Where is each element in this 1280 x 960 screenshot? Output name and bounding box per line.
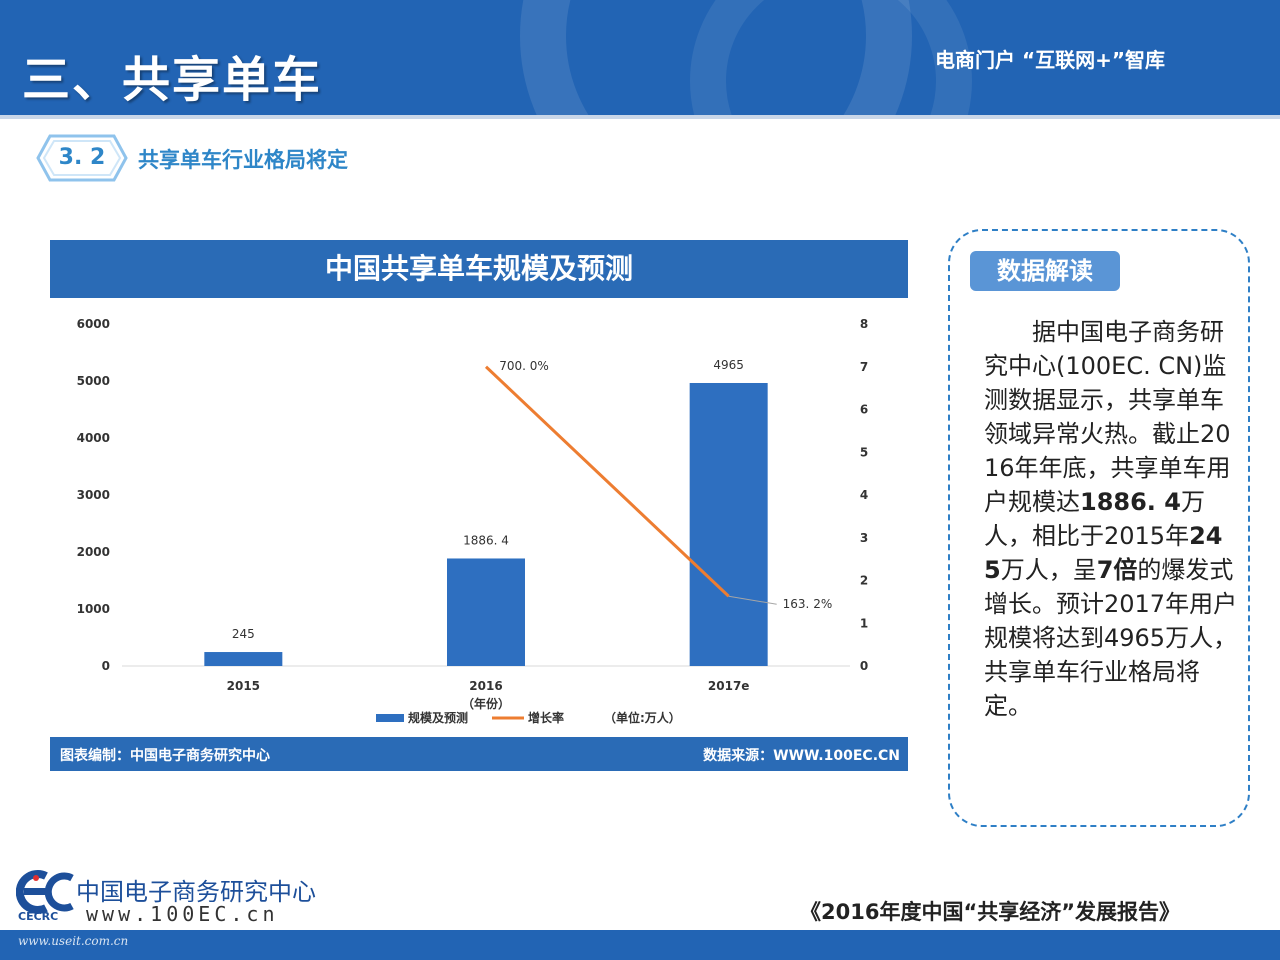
growth-line xyxy=(484,365,730,598)
chart-compiler: 图表编制：中国电子商务研究中心 xyxy=(60,748,270,764)
chart-footer: 图表编制：中国电子商务研究中心 数据来源：WWW.100EC.CN xyxy=(50,737,908,771)
legend-unit-label: （单位:万人） xyxy=(604,710,681,725)
bottom-bar xyxy=(0,930,1280,960)
decorative-swirl xyxy=(690,0,972,115)
legend-bar-swatch xyxy=(376,714,404,722)
legend-bar-label: 规模及预测 xyxy=(408,710,468,725)
readout-text-run: 万人，相比于2015年 xyxy=(984,488,1205,550)
y-right-tick-label: 7 xyxy=(860,360,868,374)
y-right-tick-label: 2 xyxy=(860,574,868,588)
readout-highlight: 7倍 xyxy=(1096,556,1138,584)
x-axis-title: （年份） xyxy=(462,696,510,711)
x-tick-label: 2015 xyxy=(227,679,260,693)
readout-paragraph: 据中国电子商务研究中心(100EC. CN)监测数据显示，共享单车领域异常火热。… xyxy=(984,315,1238,723)
x-tick-label: 2017e xyxy=(708,679,750,693)
y-right-tick-label: 0 xyxy=(860,659,868,673)
y-right-tick-label: 4 xyxy=(860,488,868,502)
bar xyxy=(204,652,283,666)
section-chevron-icon xyxy=(36,134,128,182)
readout-highlight: 245 xyxy=(984,522,1223,584)
readout-text-run: 万人，呈 xyxy=(1000,556,1097,584)
y-left-tick-label: 1000 xyxy=(77,602,110,616)
y-right-tick-label: 6 xyxy=(860,403,868,417)
combo-chart: 0 1000 2000 3000 4000 5000 6000 0 1 2 3 4 5 6 7 8 245 188… xyxy=(77,317,869,725)
chart-area: 0 1000 2000 3000 4000 5000 6000 0 1 2 3 4 5 6 7 8 245 188… xyxy=(50,300,908,734)
chart-source: 数据来源：WWW.100EC.CN xyxy=(703,748,900,764)
section-number: 3. 2 xyxy=(58,145,106,170)
readout-text-run: 的爆发式增长。预计2017年用户规模将达到4965万人，共享单车行业格局将定。 xyxy=(984,556,1238,720)
bar xyxy=(689,382,768,666)
y-right-tick-label: 3 xyxy=(860,531,868,545)
bar-data-label: 4965 xyxy=(713,358,744,372)
org-abbr: CECRC xyxy=(18,910,59,923)
org-name: 中国电子商务研究中心 xyxy=(76,878,316,906)
data-readout-box: 数据解读 据中国电子商务研究中心(100EC. CN)监测数据显示，共享单车领域… xyxy=(948,229,1250,827)
org-logo: CECRC 中国电子商务研究中心 www.100EC.cn xyxy=(16,870,316,930)
bar xyxy=(447,558,525,666)
chart-title: 中国共享单车规模及预测 xyxy=(50,240,908,298)
y-left-tick-label: 3000 xyxy=(77,488,110,502)
watermark: www.useit.com.cn xyxy=(18,934,129,948)
y-right-tick-label: 1 xyxy=(860,616,868,630)
bar-data-label: 245 xyxy=(232,627,255,641)
y-right-tick-label: 8 xyxy=(860,317,868,331)
line-data-label: 163. 2% xyxy=(783,597,833,611)
y-left-tick-label: 4000 xyxy=(77,431,110,445)
portal-tagline: 电商门户 “互联网+”智库 xyxy=(935,48,1166,72)
cecrc-logo-icon xyxy=(16,870,74,914)
header-divider xyxy=(0,115,1280,119)
y-left-tick-label: 6000 xyxy=(77,317,110,331)
y-left-tick-label: 2000 xyxy=(77,545,110,559)
readout-text-run: 据中国电子商务研究中心(100EC. CN)监测数据显示，共享单车领域异常火热。… xyxy=(984,318,1231,516)
y-left-tick-label: 0 xyxy=(102,659,110,673)
org-url: www.100EC.cn xyxy=(86,902,279,926)
y-left-tick-label: 5000 xyxy=(77,374,110,388)
y-right-tick-label: 5 xyxy=(860,445,868,459)
header-bar: 三、共享单车 电商门户 “互联网+”智库 xyxy=(0,0,1280,115)
legend-line-label: 增长率 xyxy=(528,710,564,725)
page-title: 三、共享单车 xyxy=(22,52,323,108)
line-data-label: 700. 0% xyxy=(499,359,549,373)
readout-highlight: 1886. 4 xyxy=(1080,488,1181,516)
section-label: 共享单车行业格局将定 xyxy=(138,148,348,172)
bar-data-label: 1886. 4 xyxy=(463,533,509,547)
readout-badge: 数据解读 xyxy=(970,251,1120,291)
x-tick-label: 2016 xyxy=(469,679,502,693)
report-title: 《2016年度中国“共享经济”发展报告》 xyxy=(800,900,1181,924)
label-leader-line xyxy=(728,595,777,605)
